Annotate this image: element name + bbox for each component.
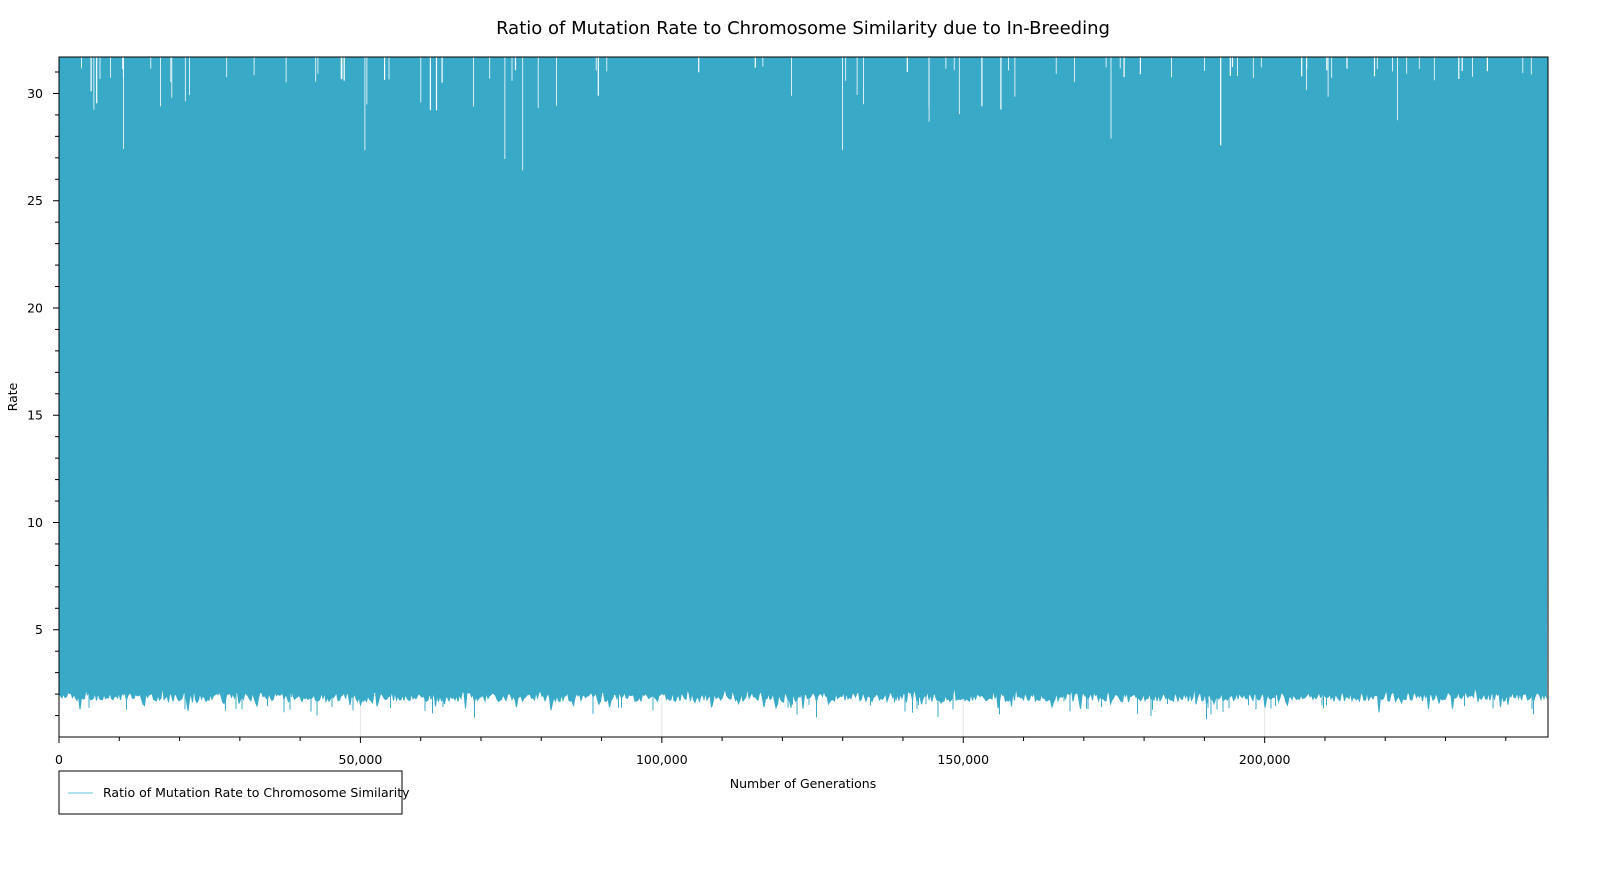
series-band [59,57,1548,713]
y-axis: 5 10 15 20 25 30 [27,71,59,717]
legend: Ratio of Mutation Rate to Chromosome Sim… [58,770,410,815]
series-spikes [81,57,1532,171]
y-tick-label: 20 [27,300,43,315]
y-tick-label: 10 [27,515,43,530]
x-tick-label: 0 [55,752,63,767]
series-fill-area [59,57,1548,713]
x-tick-label: 100,000 [636,752,688,767]
series-lower-edge [58,685,1548,720]
x-tick-label: 150,000 [937,752,989,767]
y-tick-label: 30 [27,86,43,101]
y-tick-label: 5 [35,622,43,637]
plot-area-frame [58,56,1549,738]
x-axis-label: Number of Generations [730,776,876,791]
legend-box [58,770,403,815]
y-tick-label: 25 [27,193,43,208]
x-tick-label: 200,000 [1239,752,1291,767]
x-axis: 0 50,000 100,000 150,000 200,000 [55,737,1507,767]
chart-title: Ratio of Mutation Rate to Chromosome Sim… [496,18,1110,39]
y-axis-label: Rate [5,382,20,411]
legend-label: Ratio of Mutation Rate to Chromosome Sim… [103,785,410,800]
series-line [58,685,1548,713]
x-tick-label: 50,000 [339,752,383,767]
y-tick-label: 15 [27,408,43,423]
